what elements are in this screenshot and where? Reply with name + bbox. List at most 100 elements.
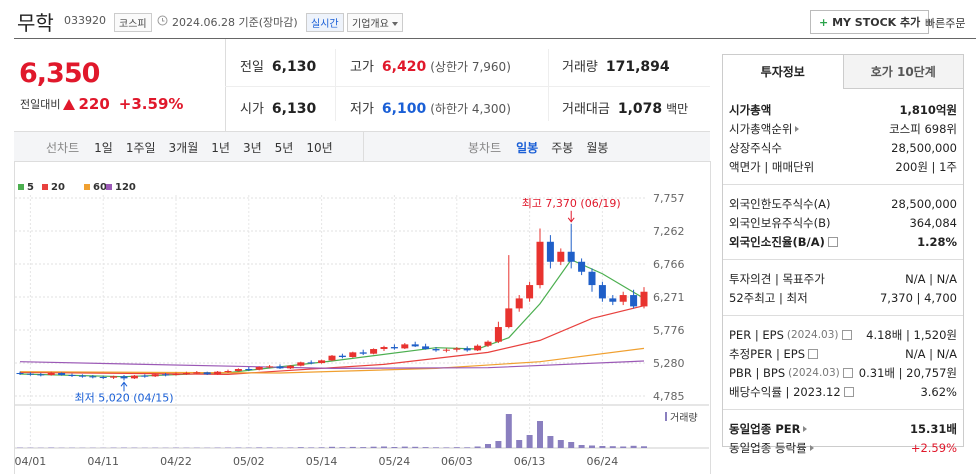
info-value: N/A | N/A xyxy=(905,346,957,361)
info-row: 시가총액 1,810억원 xyxy=(729,100,957,119)
stock-code: 033920 xyxy=(64,14,106,27)
candle-body xyxy=(453,348,461,350)
help-icon[interactable] xyxy=(808,348,819,359)
candle-body xyxy=(318,360,326,364)
info-group: 시가총액 1,810억원 시가총액순위 코스피 698위 상장주식수 28,500,000… xyxy=(723,89,963,184)
quick-order[interactable]: 빠른주문 xyxy=(925,17,966,30)
current-price: 6,350 xyxy=(19,58,100,89)
info-label: 추정PER | EPS xyxy=(729,346,806,361)
quote-note: (상한가 7,960) xyxy=(430,60,511,74)
info-label-wrap: 외국인보유주식수(B) xyxy=(729,215,831,231)
period-item[interactable]: 1일 xyxy=(94,141,113,155)
candle-body xyxy=(151,374,159,377)
change: 220 xyxy=(78,95,110,113)
info-label: 시가총액 xyxy=(729,102,772,117)
volume-bar xyxy=(297,447,304,448)
info-label-wrap: PER | EPS (2024.03) xyxy=(729,328,852,342)
x-tick-label: 06/03 xyxy=(441,455,473,468)
realtime-button[interactable]: 실시간 xyxy=(306,13,344,32)
period-item[interactable]: 일봉 xyxy=(516,141,539,155)
legend-label: 20 xyxy=(51,182,65,193)
period-item[interactable]: 10년 xyxy=(306,141,333,155)
x-tick-label: 06/13 xyxy=(514,455,546,468)
candle-body xyxy=(359,352,367,354)
ma-line xyxy=(19,305,645,375)
mystock-button[interactable]: + MY STOCK 추가 xyxy=(810,10,930,34)
info-label: 투자의견 | 목표주가 xyxy=(729,271,825,286)
help-icon[interactable] xyxy=(843,386,854,397)
volume-bar xyxy=(329,446,335,448)
info-value: 3.62% xyxy=(920,384,957,399)
company-label: 기업개요 xyxy=(352,19,389,30)
period-item[interactable]: 1주일 xyxy=(125,141,156,155)
volume-bar xyxy=(641,446,647,448)
quote-label: 거래량 xyxy=(562,60,598,75)
quote-note: (하한가 4,300) xyxy=(430,102,511,116)
candle-body xyxy=(578,261,586,272)
candle-body xyxy=(99,377,107,379)
help-icon[interactable] xyxy=(827,236,838,247)
info-group: 투자의견 | 목표주가 N/A | N/A 52주최고 | 최저 7,370 | 4,… xyxy=(723,259,963,315)
change-row: 전일대비 220 +3.59% xyxy=(20,95,183,113)
candle-body xyxy=(26,373,34,375)
quote-unit: 백만 xyxy=(666,102,689,116)
info-label: PBR | BPS xyxy=(729,365,786,380)
candle-body xyxy=(130,375,138,379)
period-group-label: 선차트 xyxy=(46,141,80,155)
period-item[interactable]: 주봉 xyxy=(551,141,574,155)
info-row: 동일업종 등락률 +2.59% xyxy=(729,438,957,457)
period-item[interactable]: 3개월 xyxy=(168,141,199,155)
period-item[interactable]: 월봉 xyxy=(586,141,609,155)
volume-bar xyxy=(609,446,616,448)
info-row: PER | EPS (2024.03) 4.18배 | 1,520원 xyxy=(729,325,957,344)
quote-label: 거래대금 xyxy=(562,102,610,117)
quote-cell: 거래량 171,894 xyxy=(562,56,670,75)
candle-body xyxy=(193,372,201,374)
volume-bar xyxy=(620,446,627,448)
info-group: 동일업종 PER 15.31배 동일업종 등락률 +2.59% xyxy=(723,409,963,465)
help-icon[interactable] xyxy=(841,329,852,340)
ma-line xyxy=(19,360,645,369)
candle-body xyxy=(245,369,253,371)
legend-label: 120 xyxy=(115,182,136,193)
info-label-wrap: 상장주식수 xyxy=(729,140,782,156)
volume-bar xyxy=(391,447,398,448)
volume-bar xyxy=(339,447,346,448)
volume-bar xyxy=(235,447,242,448)
candle-body xyxy=(214,371,222,375)
info-label-wrap: 52주최고 | 최저 xyxy=(729,290,808,306)
info-value: 코스피 698위 xyxy=(889,121,957,136)
period-item[interactable]: 3년 xyxy=(242,141,262,155)
period-item[interactable]: 1년 xyxy=(211,141,230,155)
header: 무학 033920 코스피 2024.06.28 기준(장마감) 실시간 기업개… xyxy=(14,0,976,39)
volume-bar xyxy=(48,447,55,448)
period-bar: 선차트 1일 1주일 3개월 1년 3년 5년 10년 봉차트 일봉 주봉 월봉 xyxy=(14,131,710,162)
candle-body xyxy=(349,352,357,358)
quote-label: 시가 xyxy=(240,102,264,117)
quote-cell: 거래대금 1,078 백만 xyxy=(562,98,688,117)
info-value: 0.31배 | 20,757원 xyxy=(858,365,957,380)
period-group: 봉차트 일봉 주봉 월봉 xyxy=(468,139,608,156)
volume-bar xyxy=(630,445,637,448)
arrow-icon xyxy=(795,125,800,132)
info-sub: (2024.03) xyxy=(788,366,840,379)
candle-body xyxy=(505,308,513,328)
period-item[interactable]: 5년 xyxy=(274,141,294,155)
help-icon[interactable] xyxy=(842,367,853,378)
volume-bar xyxy=(412,446,419,448)
info-row: 외국인보유주식수(B) 364,084 xyxy=(729,213,957,232)
candle-body xyxy=(546,241,554,262)
y-tick-label: 6,766 xyxy=(653,258,685,271)
candle-body xyxy=(110,376,118,378)
candle-body xyxy=(47,373,55,376)
info-label: 외국인한도주식수(A) xyxy=(729,196,831,211)
candle-body xyxy=(328,355,336,361)
volume-bar xyxy=(360,447,367,448)
info-label-wrap: 시가총액 xyxy=(729,102,771,118)
tab[interactable]: 호가 10단계 xyxy=(842,55,963,89)
tab[interactable]: 투자정보 xyxy=(723,55,843,89)
company-button[interactable]: 기업개요 xyxy=(347,13,403,32)
y-tick-label: 7,757 xyxy=(653,192,685,205)
